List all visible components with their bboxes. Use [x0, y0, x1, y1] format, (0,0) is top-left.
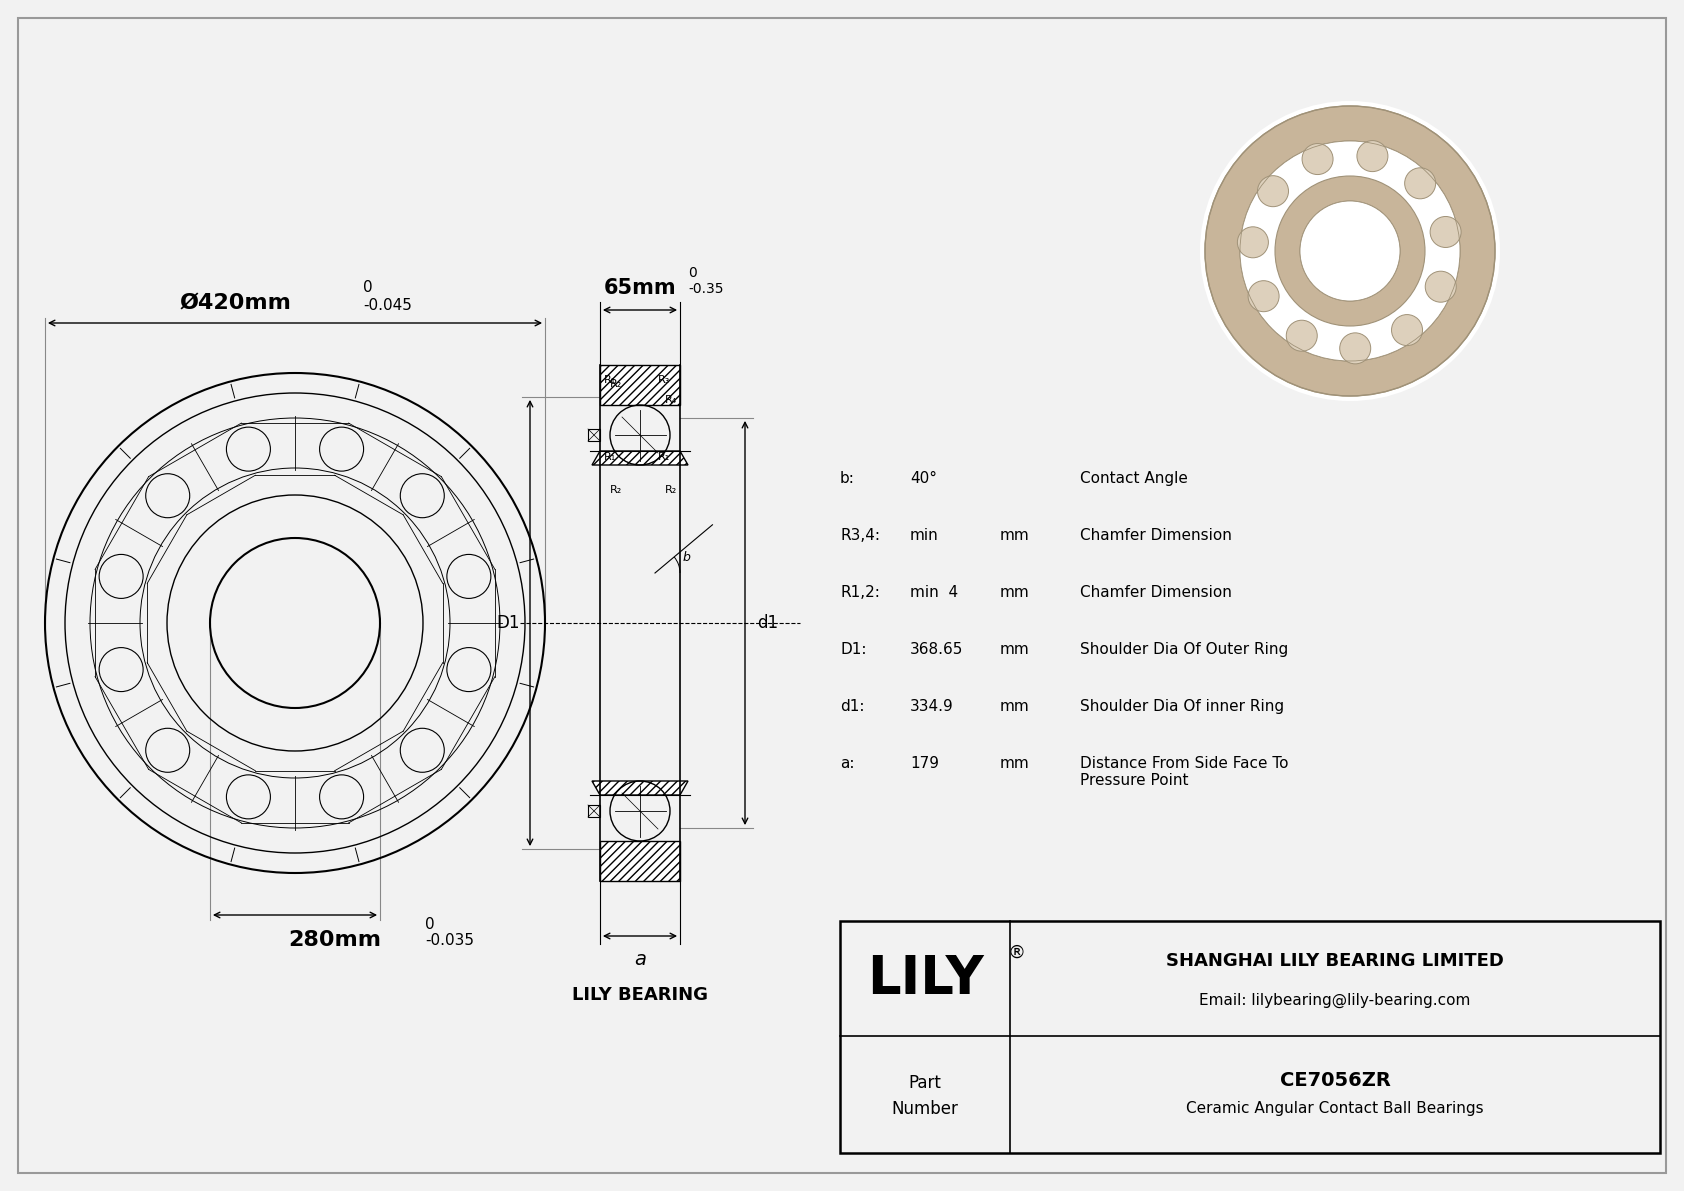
Text: min: min — [909, 528, 938, 543]
Text: ®: ® — [1007, 943, 1026, 961]
Circle shape — [1248, 281, 1280, 312]
Text: -0.35: -0.35 — [689, 282, 724, 297]
Text: D1: D1 — [497, 615, 520, 632]
Text: mm: mm — [1000, 528, 1029, 543]
Text: -0.045: -0.045 — [364, 298, 413, 313]
Circle shape — [1300, 201, 1399, 301]
Text: Ø420mm: Ø420mm — [179, 293, 291, 313]
Text: 280mm: 280mm — [288, 930, 382, 950]
Text: 368.65: 368.65 — [909, 642, 963, 657]
Circle shape — [1238, 226, 1268, 257]
Text: CE7056ZR: CE7056ZR — [1280, 1071, 1391, 1090]
Circle shape — [1425, 272, 1457, 303]
Text: 65mm: 65mm — [603, 278, 677, 298]
Bar — [840, 921, 1660, 1153]
Text: 0: 0 — [689, 266, 697, 280]
Circle shape — [1430, 217, 1462, 248]
Text: R3,4:: R3,4: — [840, 528, 881, 543]
Text: R₁: R₁ — [605, 375, 616, 385]
Text: 334.9: 334.9 — [909, 699, 953, 713]
Circle shape — [1357, 141, 1388, 172]
Circle shape — [1239, 141, 1460, 361]
Bar — [588, 805, 600, 817]
Text: Shoulder Dia Of inner Ring: Shoulder Dia Of inner Ring — [1079, 699, 1285, 713]
Text: Part: Part — [909, 1073, 941, 1091]
Polygon shape — [593, 781, 689, 796]
Text: Number: Number — [891, 1100, 958, 1118]
Text: mm: mm — [1000, 756, 1029, 771]
Text: R₁: R₁ — [658, 453, 670, 462]
Polygon shape — [593, 451, 689, 464]
Circle shape — [1302, 144, 1334, 175]
Text: R₁: R₁ — [605, 453, 616, 462]
Text: D1:: D1: — [840, 642, 867, 657]
Wedge shape — [1206, 106, 1495, 395]
Polygon shape — [600, 841, 680, 881]
Text: Distance From Side Face To
Pressure Point: Distance From Side Face To Pressure Poin… — [1079, 756, 1288, 788]
Text: -0.035: -0.035 — [424, 933, 473, 948]
Text: R₂: R₂ — [610, 485, 623, 495]
Text: Email: lilybearing@lily-bearing.com: Email: lilybearing@lily-bearing.com — [1199, 993, 1470, 1008]
Text: b: b — [684, 551, 690, 565]
Text: R1,2:: R1,2: — [840, 585, 879, 600]
Text: LILY BEARING: LILY BEARING — [573, 986, 707, 1004]
Text: mm: mm — [1000, 699, 1029, 713]
Text: d1:: d1: — [840, 699, 864, 713]
Text: b:: b: — [840, 470, 855, 486]
Text: Chamfer Dimension: Chamfer Dimension — [1079, 585, 1233, 600]
Text: min  4: min 4 — [909, 585, 958, 600]
Circle shape — [1201, 101, 1500, 401]
Text: R₃: R₃ — [658, 375, 670, 385]
Text: R₂: R₂ — [665, 485, 677, 495]
Text: 0: 0 — [364, 280, 372, 295]
Text: mm: mm — [1000, 585, 1029, 600]
Text: SHANGHAI LILY BEARING LIMITED: SHANGHAI LILY BEARING LIMITED — [1165, 952, 1504, 969]
Circle shape — [1287, 320, 1317, 351]
Text: Shoulder Dia Of Outer Ring: Shoulder Dia Of Outer Ring — [1079, 642, 1288, 657]
Text: R₄: R₄ — [665, 395, 677, 405]
Text: 179: 179 — [909, 756, 940, 771]
Text: d1: d1 — [758, 615, 778, 632]
Circle shape — [1258, 176, 1288, 207]
Text: a:: a: — [840, 756, 854, 771]
Text: R₂: R₂ — [610, 379, 623, 389]
Polygon shape — [600, 364, 680, 405]
Wedge shape — [1275, 176, 1425, 326]
Text: a: a — [633, 950, 647, 969]
Text: 40°: 40° — [909, 470, 936, 486]
Text: Contact Angle: Contact Angle — [1079, 470, 1187, 486]
Text: mm: mm — [1000, 642, 1029, 657]
Text: Ceramic Angular Contact Ball Bearings: Ceramic Angular Contact Ball Bearings — [1186, 1100, 1484, 1116]
Text: Chamfer Dimension: Chamfer Dimension — [1079, 528, 1233, 543]
Bar — [588, 429, 600, 441]
Text: 0: 0 — [424, 917, 434, 933]
Circle shape — [1391, 314, 1423, 345]
Text: LILY: LILY — [867, 953, 983, 1004]
Circle shape — [1404, 168, 1436, 199]
Circle shape — [1340, 332, 1371, 364]
